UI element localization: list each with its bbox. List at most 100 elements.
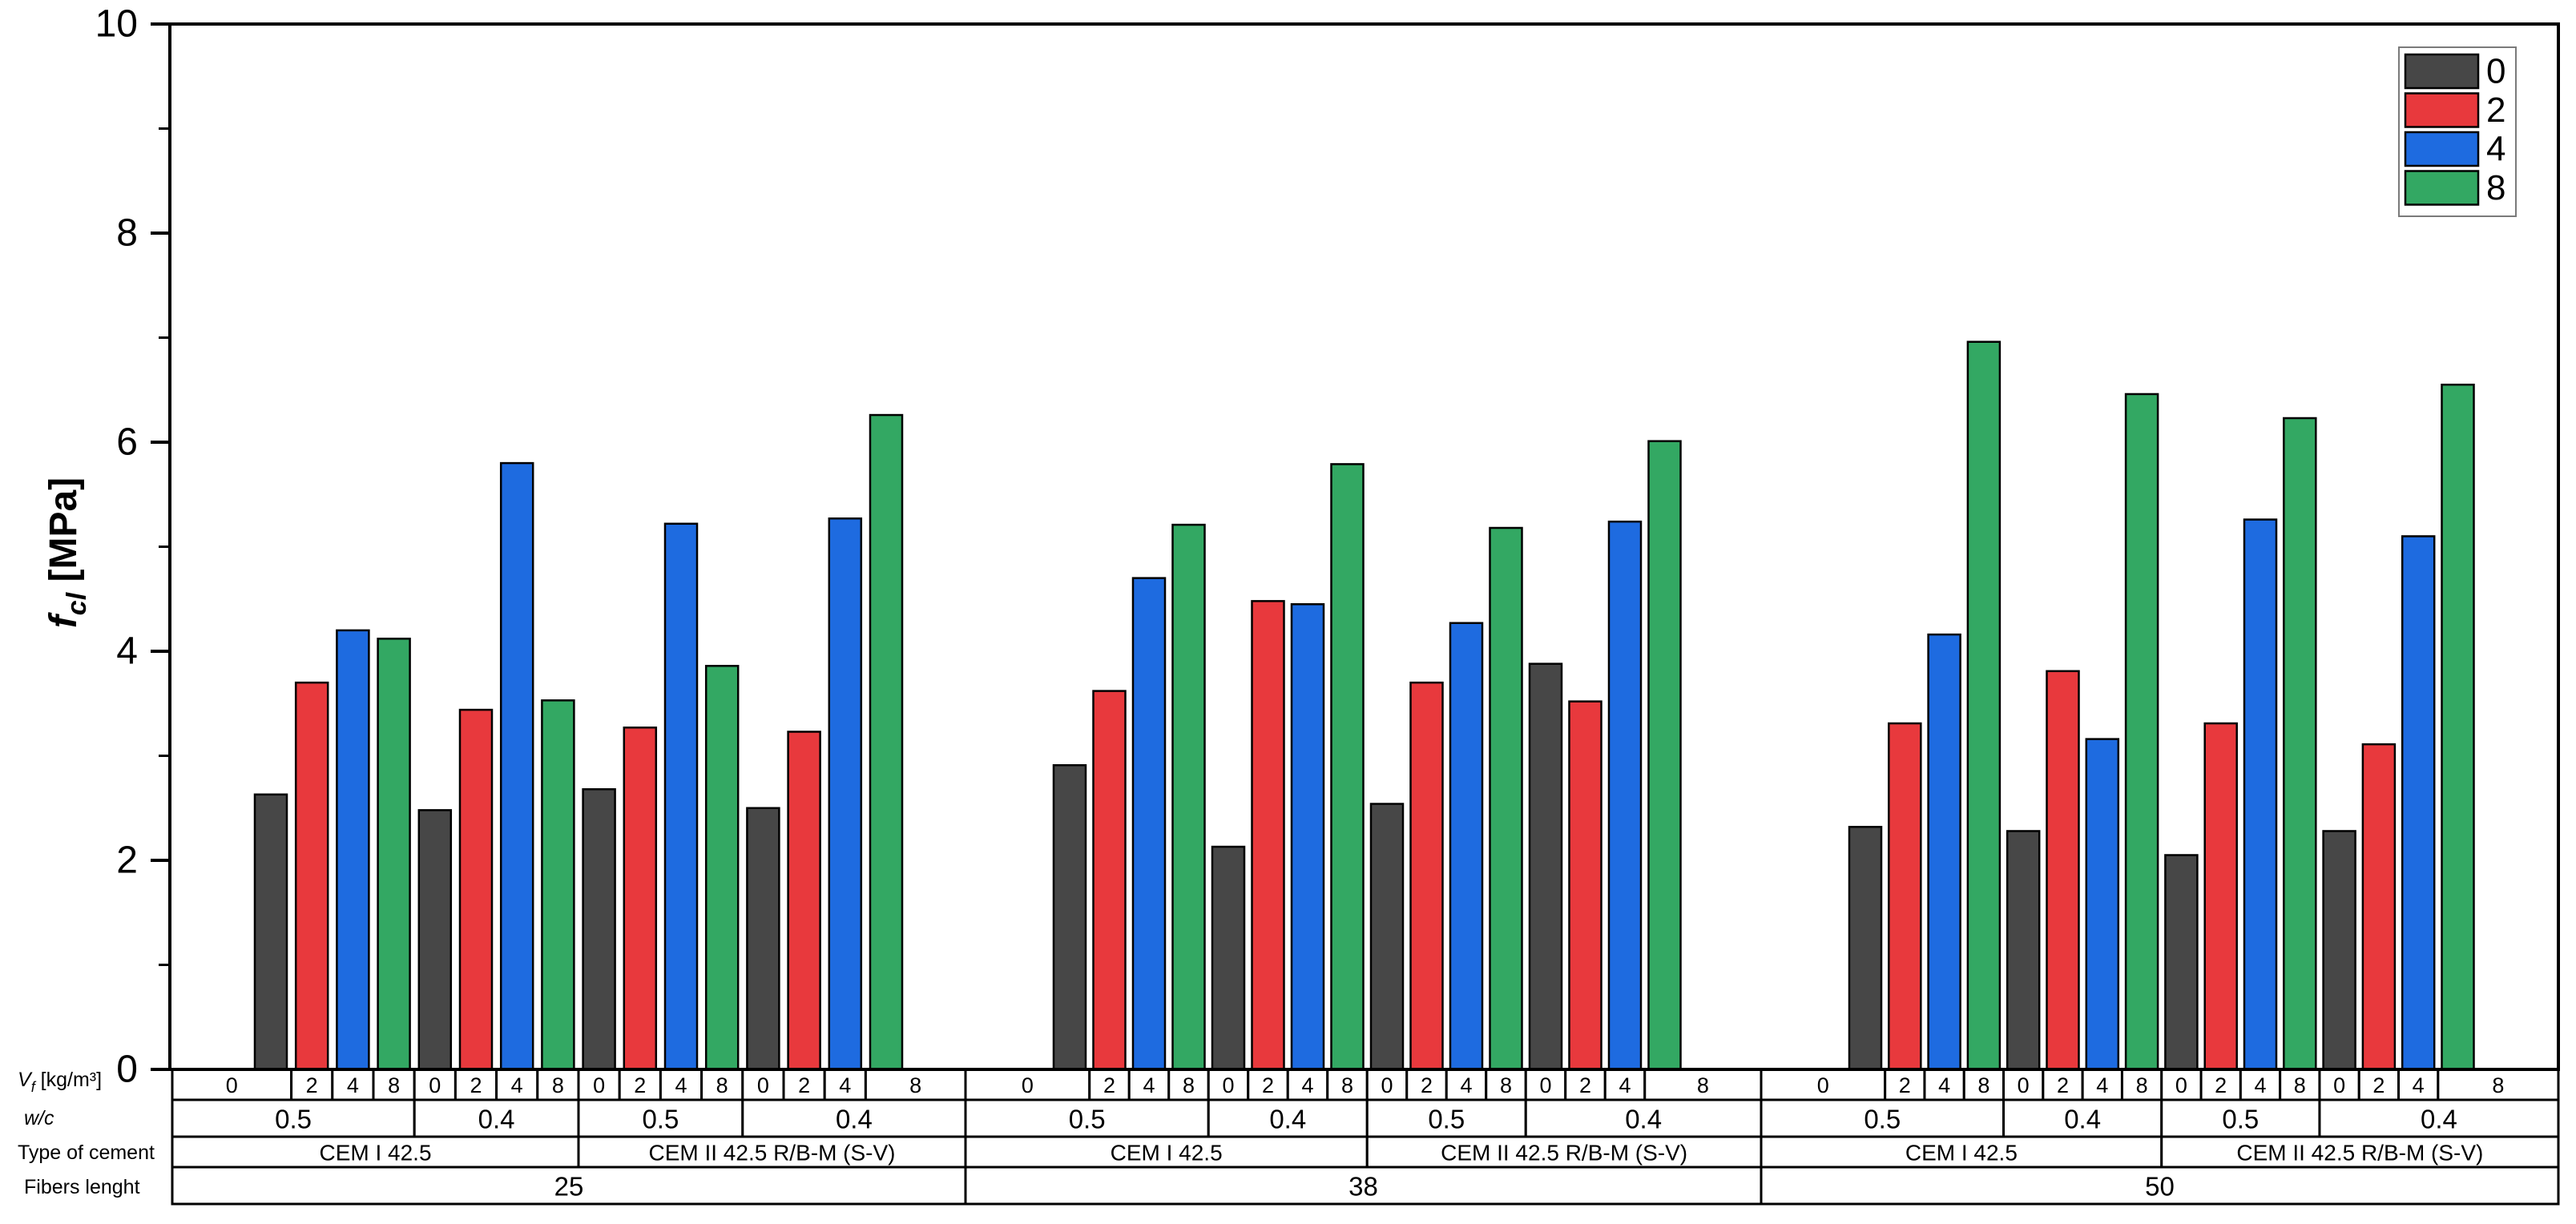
cement-cell-label: CEM II 42.5 R/B-M (S-V) <box>648 1141 895 1166</box>
vf-cell-label: 0 <box>1817 1073 1829 1097</box>
bar <box>1568 700 1602 1071</box>
vf-cell-label: 8 <box>1183 1073 1195 1097</box>
bar <box>2243 518 2278 1071</box>
row-label-fibers-length: Fibers lenght <box>24 1176 140 1198</box>
row-label-cement-type: Type of cement <box>18 1141 155 1164</box>
legend-swatch <box>2404 53 2480 90</box>
cement-cell-label: CEM I 42.5 <box>1111 1141 1223 1166</box>
legend-swatch <box>2404 170 2480 206</box>
bar <box>623 727 658 1071</box>
row-label-vf-symbol: V <box>18 1069 33 1091</box>
vf-cell-label: 2 <box>2057 1073 2069 1097</box>
fibers-length-label: 25 <box>554 1172 584 1202</box>
vf-cell-label: 0 <box>226 1073 238 1097</box>
wc-cell-label: 0.5 <box>642 1105 679 1134</box>
bar <box>1409 681 1444 1071</box>
cement-cell-label: CEM I 42.5 <box>319 1141 431 1166</box>
vf-cell <box>1643 1068 1763 1101</box>
wc-cell-label: 0.5 <box>1428 1105 1465 1134</box>
fibers-length-cell <box>964 1166 1763 1206</box>
legend-item-label: 2 <box>2486 91 2505 130</box>
y-tick-label: 2 <box>116 839 138 882</box>
bar <box>541 699 575 1071</box>
wc-cell-label: 0.4 <box>1625 1105 1662 1134</box>
bar <box>458 708 494 1071</box>
bar <box>1052 763 1087 1071</box>
wc-cell <box>171 1098 416 1138</box>
legend-item-label: 4 <box>2486 130 2505 169</box>
vf-cell-label: 0 <box>593 1073 605 1097</box>
legend-item-label: 8 <box>2486 168 2505 207</box>
bar <box>1290 603 1325 1071</box>
bar <box>1888 722 1922 1071</box>
bar <box>2124 393 2159 1071</box>
wc-cell-label: 0.4 <box>836 1105 873 1134</box>
vf-cell-label: 0 <box>757 1073 769 1097</box>
vf-cell-label: 0 <box>429 1073 441 1097</box>
vf-cell-label: 2 <box>1579 1073 1591 1097</box>
y-axis-title-subscript: cl <box>62 591 92 615</box>
vf-cell-label: 2 <box>798 1073 810 1097</box>
bar <box>2283 417 2317 1071</box>
bar <box>1966 340 2002 1071</box>
vf-cell-label: 8 <box>1977 1073 1989 1097</box>
y-axis-ticks: 0 2 4 6 8 10 <box>95 3 168 1091</box>
vf-cell-label: 0 <box>1022 1073 1034 1097</box>
cement-cell-label: CEM I 42.5 <box>1905 1141 2018 1166</box>
vf-cell-label: 8 <box>909 1073 921 1097</box>
vf-cell-label: 4 <box>839 1073 851 1097</box>
bar <box>1369 803 1405 1071</box>
category-axis-table: 0 2 4 8 0 2 4 8 0 2 4 8 0 2 4 8 0.5 0.4 0.5 0.4 CEM I 42.5 CE… <box>171 1068 2560 1206</box>
bar <box>417 809 453 1071</box>
bar <box>2441 383 2475 1071</box>
vf-cell-label: 2 <box>2372 1073 2385 1097</box>
bar <box>2085 738 2120 1071</box>
wc-cell-label: 0.5 <box>1069 1105 1106 1134</box>
vf-cell-label: 4 <box>1619 1073 1631 1097</box>
bar <box>746 807 780 1071</box>
bar <box>2006 830 2041 1071</box>
vf-cell-label: 2 <box>1103 1073 1115 1097</box>
bar <box>294 681 329 1071</box>
vf-cell <box>2279 1068 2321 1101</box>
bar <box>1171 523 1206 1071</box>
y-axis-title-symbol: f <box>42 612 85 628</box>
vf-cell-label: 4 <box>2096 1073 2108 1097</box>
cement-cell <box>1760 1135 2163 1169</box>
vf-cell <box>2239 1068 2282 1101</box>
y-tick-label: 10 <box>95 3 138 46</box>
bar <box>336 629 370 1071</box>
vf-cell <box>2002 1068 2045 1101</box>
bar <box>2046 670 2080 1071</box>
vf-cell-label: 4 <box>2413 1073 2425 1097</box>
vf-cell-label: 2 <box>1421 1073 1433 1097</box>
vf-cell <box>1088 1068 1131 1101</box>
vf-cell-label: 2 <box>634 1073 646 1097</box>
bar <box>2361 743 2397 1071</box>
wc-cell-label: 0.5 <box>1864 1105 1901 1134</box>
vf-cell-label: 4 <box>347 1073 359 1097</box>
fibers-length-cell <box>1760 1166 2560 1206</box>
vf-cell-label: 2 <box>470 1073 482 1097</box>
vf-cell-label: 8 <box>388 1073 400 1097</box>
vf-cell <box>577 1068 621 1101</box>
cement-cell <box>1365 1135 1763 1169</box>
bar <box>2401 535 2436 1071</box>
bar <box>1449 622 1484 1071</box>
vf-cell-label: 0 <box>1222 1073 1234 1097</box>
bar <box>377 638 411 1071</box>
row-label-wc: w/c <box>24 1107 54 1129</box>
vf-cell-label: 4 <box>675 1073 687 1097</box>
row-label-vf-unit: [kg/m³] <box>35 1069 102 1091</box>
y-axis-title: fcl [MPa] <box>42 477 92 628</box>
bar <box>499 461 534 1071</box>
bar <box>663 522 699 1071</box>
vf-cell-label: 4 <box>1301 1073 1313 1097</box>
row-label-fiber-volume: Vf [kg/m³] <box>18 1069 102 1095</box>
vf-cell-label: 2 <box>2215 1073 2227 1097</box>
vf-cell-label: 4 <box>1460 1073 1472 1097</box>
vf-cell-label: 8 <box>1341 1073 1353 1097</box>
bar <box>1647 440 1682 1071</box>
